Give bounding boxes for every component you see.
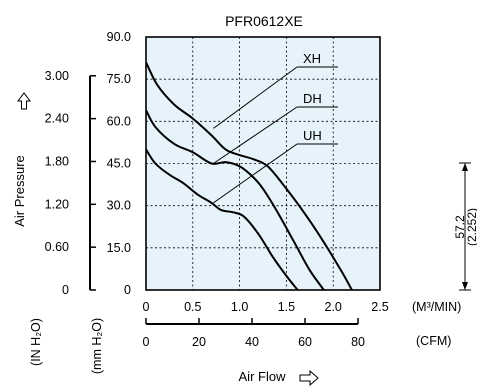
arrow-right-icon (299, 369, 319, 387)
y-axis-title: Air Pressure (12, 155, 27, 227)
y-mm-tick-label: 15.0 (107, 241, 131, 255)
dimension-arrow-down-icon (462, 282, 468, 290)
x-primary-tick-label: 2.5 (371, 300, 388, 314)
x-secondary-tick-label: 40 (245, 335, 259, 349)
y-mm-tick-label: 45.0 (107, 157, 131, 171)
y-mm-unit-label: (mm H₂O) (90, 318, 104, 374)
x-primary-tick-label: 2.0 (325, 300, 342, 314)
x-axis-title: Air Flow (239, 369, 287, 384)
series-label-xh: XH (303, 51, 321, 66)
x-secondary-tick-label: 80 (351, 335, 365, 349)
series-line-xh (145, 61, 353, 291)
chart-title: PFR0612XE (225, 13, 303, 29)
y-in-tick-label: 3.00 (45, 69, 69, 83)
x-primary-tick-label: 1.5 (278, 300, 295, 314)
dimension-value-inches: (2.252) (465, 208, 477, 246)
series-label-uh: UH (303, 128, 322, 143)
x-primary-unit-label: (M³/MIN) (412, 300, 461, 314)
y-in-unit-label: (IN H₂O) (29, 318, 43, 366)
y-mm-tick-label: 0 (124, 283, 131, 297)
y-in-tick-label: 1.80 (45, 154, 69, 168)
series-label-dh: DH (303, 91, 322, 106)
series-line-dh (145, 109, 325, 291)
y-in-tick-label: 0 (62, 283, 69, 297)
x-primary-tick-label: 0.5 (184, 300, 201, 314)
x-primary-tick-label: 0 (143, 300, 150, 314)
x-primary-tick-label: 1.0 (231, 300, 248, 314)
series-line-uh (145, 148, 299, 291)
y-mm-tick-label: 75.0 (107, 72, 131, 86)
x-secondary-tick-label: 60 (298, 335, 312, 349)
dimension-value: 57.2 (453, 215, 467, 239)
series-leader-line-uh (213, 143, 298, 204)
x-secondary-unit-label: (CFM) (416, 334, 451, 348)
dimension-arrow-up-icon (462, 163, 468, 171)
series-leader-line-xh (213, 66, 298, 129)
y-in-tick-label: 1.20 (45, 197, 69, 211)
y-mm-tick-label: 30.0 (107, 199, 131, 213)
arrow-up-icon (17, 92, 31, 110)
x-secondary-tick-label: 20 (192, 335, 206, 349)
plot-frame (145, 36, 381, 291)
series-leader-line-dh (213, 106, 298, 164)
y-in-tick-label: 0.60 (45, 240, 69, 254)
x-secondary-tick-label: 0 (143, 335, 150, 349)
y-mm-tick-label: 90.0 (107, 30, 131, 44)
y-mm-tick-label: 60.0 (107, 114, 131, 128)
y-in-tick-label: 2.40 (45, 112, 69, 126)
